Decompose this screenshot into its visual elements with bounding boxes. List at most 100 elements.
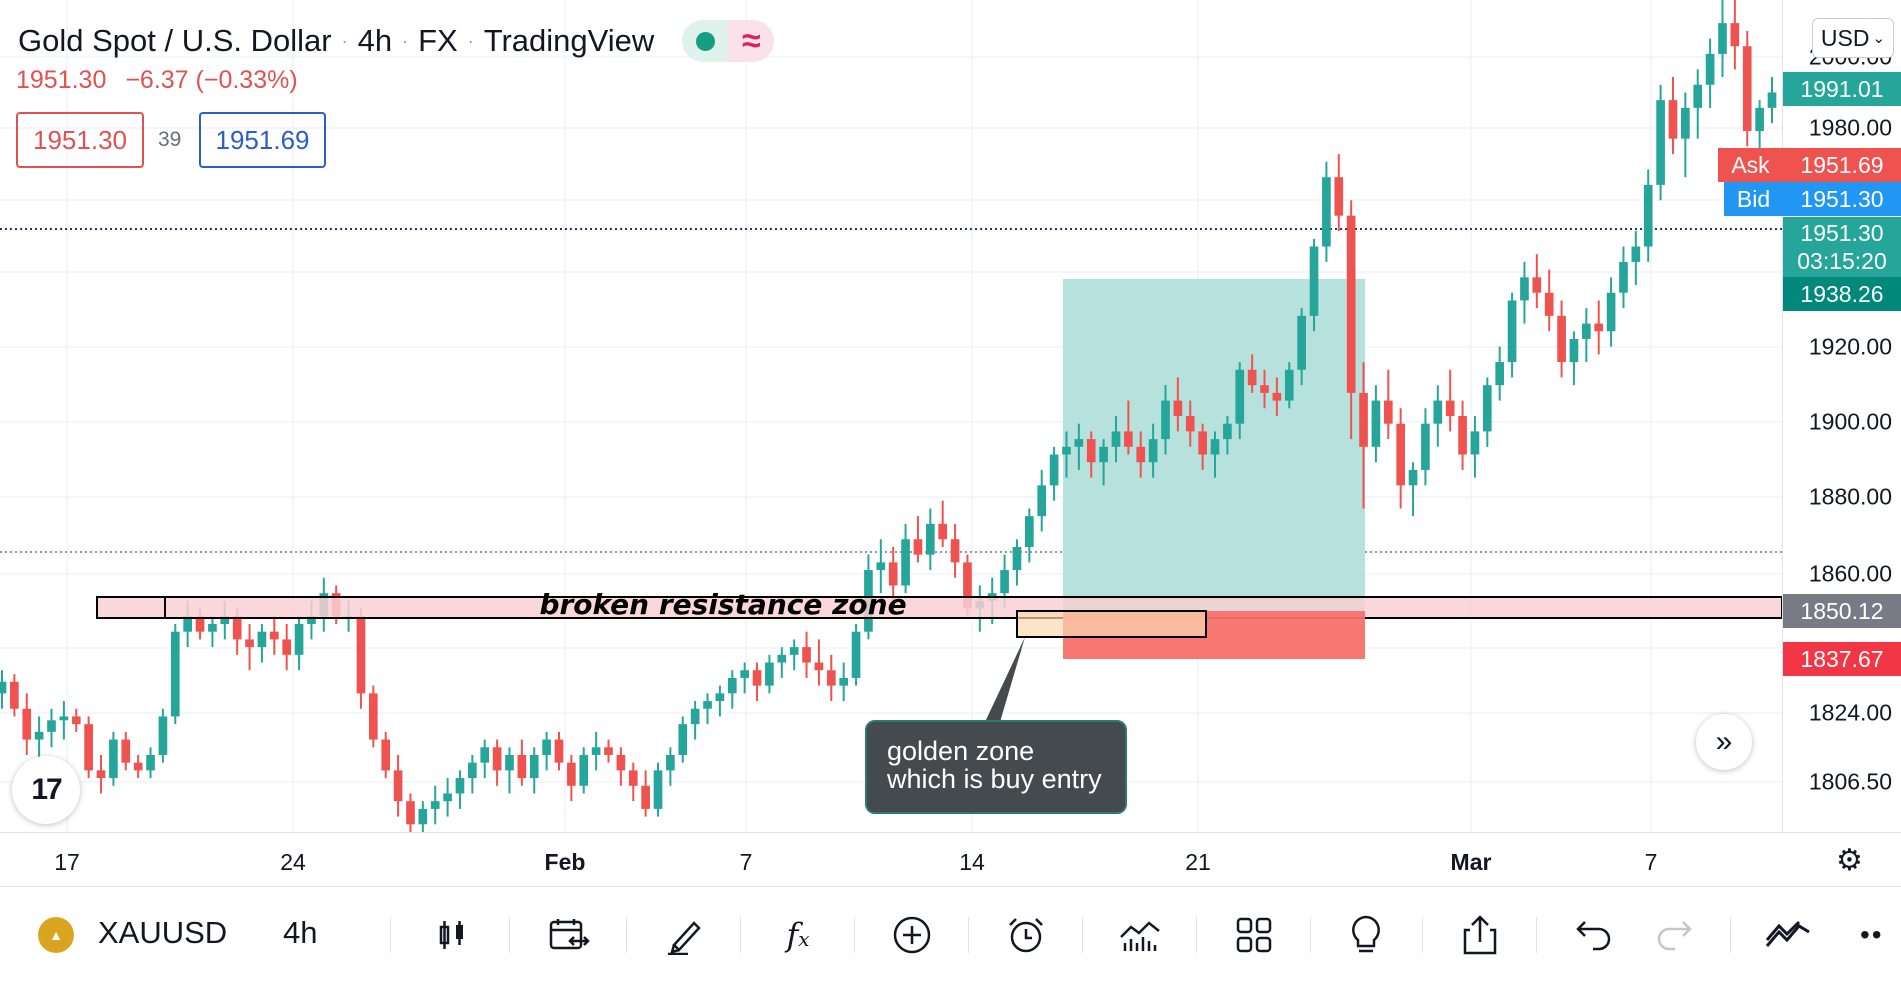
candle — [1284, 362, 1294, 409]
financials-button[interactable] — [1114, 909, 1166, 961]
candle-body — [257, 631, 267, 648]
candle — [430, 785, 440, 825]
layouts-button[interactable] — [1228, 909, 1280, 961]
candle — [851, 624, 861, 686]
ask-label: Ask — [1718, 148, 1783, 182]
candle-body — [1594, 323, 1604, 332]
candle-body — [1730, 23, 1740, 47]
candle — [1433, 385, 1443, 447]
candle-body — [1000, 570, 1009, 594]
currency-dropdown[interactable]: USD ⌄ — [1812, 18, 1894, 58]
candle — [567, 754, 576, 802]
candle-body — [876, 562, 886, 571]
candle-body — [839, 677, 849, 686]
toolbar-divider — [740, 917, 741, 953]
candle — [1668, 77, 1678, 155]
time-label: 21 — [1185, 849, 1211, 875]
share-button[interactable] — [1454, 909, 1506, 961]
candle — [1309, 238, 1319, 332]
time-label: 7 — [739, 849, 753, 875]
chart-canvas[interactable] — [0, 0, 1782, 832]
compare-date-range-button[interactable] — [543, 909, 595, 961]
candle — [1408, 462, 1418, 517]
scroll-to-realtime-button[interactable]: » — [1696, 714, 1752, 770]
golden-zone-callout[interactable]: golden zone which is buy entry — [865, 720, 1127, 814]
time-label: 24 — [280, 849, 306, 875]
separator-dot: · — [402, 30, 409, 51]
price-label: 1860.00 — [1808, 560, 1892, 587]
candle-body — [1297, 315, 1306, 370]
candle-body — [752, 670, 762, 686]
candle-body — [406, 801, 415, 825]
buy-price-button[interactable]: 1951.69 — [199, 112, 326, 168]
alerts-button[interactable] — [1000, 909, 1052, 961]
more-button[interactable]: •• — [1860, 909, 1900, 961]
price-axis[interactable]: 2000.00 1980.00 1920.00 1900.00 1880.00 … — [1782, 0, 1901, 832]
candle — [913, 516, 923, 563]
drawing-tools-button[interactable] — [660, 909, 712, 961]
candle-body — [826, 670, 836, 686]
zone-price-tag: 1850.12 — [1783, 594, 1901, 628]
trading-panel-button[interactable] — [1762, 909, 1814, 961]
candle — [269, 616, 279, 655]
candle-body — [1495, 362, 1505, 386]
candle — [1037, 469, 1047, 532]
candle — [1223, 416, 1232, 455]
candle — [170, 624, 180, 725]
candle — [826, 654, 836, 702]
time-label: 17 — [54, 849, 80, 875]
target-price-tag: 1991.01 — [1783, 72, 1901, 106]
price-change-line: 1951.30 −6.37 (−0.33%) — [16, 66, 298, 95]
toolbar-symbol-button[interactable]: XAUUSD — [98, 915, 228, 950]
candle-body — [616, 754, 626, 771]
candle — [1247, 354, 1257, 393]
redo-button[interactable] — [1648, 909, 1700, 961]
resistance-zone[interactable] — [96, 596, 1782, 619]
settings-icon[interactable]: ⚙ — [1836, 844, 1863, 877]
time-axis[interactable]: 17 24 Feb 7 14 21 Mar 7 ⚙ — [0, 832, 1901, 887]
market-status-pill[interactable]: ≈ — [682, 20, 775, 62]
undo-button[interactable] — [1568, 909, 1620, 961]
candle — [1346, 200, 1356, 440]
tradingview-logo-icon[interactable]: 17 — [12, 756, 80, 824]
golden-zone[interactable] — [1016, 610, 1207, 638]
candle-body — [653, 770, 663, 809]
toolbar-divider — [390, 917, 391, 953]
delayed-data-icon: ≈ — [728, 20, 775, 62]
candle-body — [245, 639, 254, 648]
ideas-button[interactable] — [1340, 909, 1392, 961]
candle — [1582, 308, 1591, 363]
candle — [1049, 446, 1059, 501]
candle-body — [1408, 469, 1418, 486]
candle-body — [1631, 246, 1641, 262]
candle-body — [294, 624, 304, 655]
candle-body — [1383, 400, 1393, 424]
candle-body — [1334, 177, 1344, 216]
candle-body — [492, 747, 502, 771]
candle — [1569, 331, 1579, 386]
toolbar-interval-button[interactable]: 4h — [283, 915, 318, 950]
candle — [158, 708, 168, 763]
toolbar-divider — [1730, 917, 1731, 953]
chart-area[interactable]: Gold Spot / U.S. Dollar · 4h · FX · Trad… — [0, 0, 1782, 832]
header-interval: 4h — [357, 23, 393, 58]
sell-price-button[interactable]: 1951.30 — [16, 112, 144, 168]
candle — [480, 739, 490, 779]
undo-icon — [1576, 921, 1611, 951]
separator-dot: · — [467, 30, 474, 51]
symbol-header[interactable]: Gold Spot / U.S. Dollar · 4h · FX · Trad… — [18, 20, 775, 62]
ask-price-tag: 1951.69 — [1783, 148, 1901, 182]
candle-body — [96, 770, 106, 779]
candle — [381, 731, 391, 779]
candle-body — [208, 624, 217, 632]
indicators-button[interactable]: fx — [772, 909, 824, 961]
candle-body — [468, 762, 477, 779]
candle-body — [183, 616, 192, 632]
candle — [505, 747, 514, 794]
candle — [121, 731, 131, 771]
add-button[interactable] — [886, 909, 938, 961]
candle — [1334, 154, 1344, 232]
chart-type-button[interactable] — [426, 909, 478, 961]
lightbulb-icon — [1352, 915, 1380, 953]
candle — [1631, 231, 1641, 286]
